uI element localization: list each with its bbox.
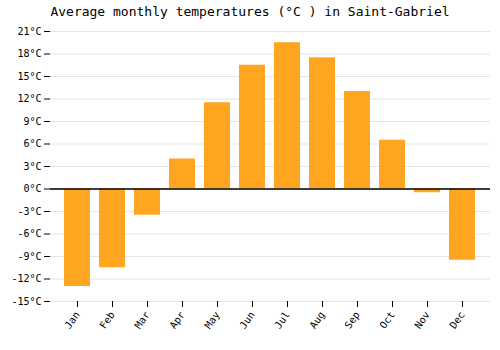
html-text:Average monthly temperatures (: Average monthly temperatures (°C ) in Sa… — [50, 4, 450, 19]
svg-text:Sep: Sep — [342, 309, 361, 330]
svg-text:Jan: Jan — [62, 309, 81, 330]
svg-text:Nov: Nov — [412, 309, 431, 330]
svg-text:0°C: 0°C — [23, 183, 41, 194]
svg-text:9°C: 9°C — [23, 116, 41, 127]
svg-text:Apr: Apr — [167, 309, 186, 330]
svg-text:Jun: Jun — [237, 309, 256, 330]
svg-text:-6°C: -6°C — [17, 228, 41, 239]
svg-text:Dec: Dec — [447, 309, 466, 330]
svg-text:21°C: 21°C — [17, 26, 41, 37]
svg-text:3°C: 3°C — [23, 161, 41, 172]
svg-text:Mar: Mar — [132, 309, 151, 330]
svg-text:-15°C: -15°C — [11, 296, 41, 307]
svg-text:Aug: Aug — [307, 309, 326, 330]
svg-text:-9°C: -9°C — [17, 251, 41, 262]
svg-text:Jul: Jul — [272, 309, 291, 330]
svg-text:Feb: Feb — [97, 309, 116, 330]
svg-text:6°C: 6°C — [23, 138, 41, 149]
svg-text:15°C: 15°C — [17, 71, 41, 82]
svg-text:18°C: 18°C — [17, 48, 41, 59]
svg-text:-12°C: -12°C — [11, 273, 41, 284]
svg-text:-3°C: -3°C — [17, 206, 41, 217]
svg-text:12°C: 12°C — [17, 93, 41, 104]
svg-text:Oct: Oct — [377, 309, 396, 330]
svg-text:May: May — [202, 309, 221, 330]
